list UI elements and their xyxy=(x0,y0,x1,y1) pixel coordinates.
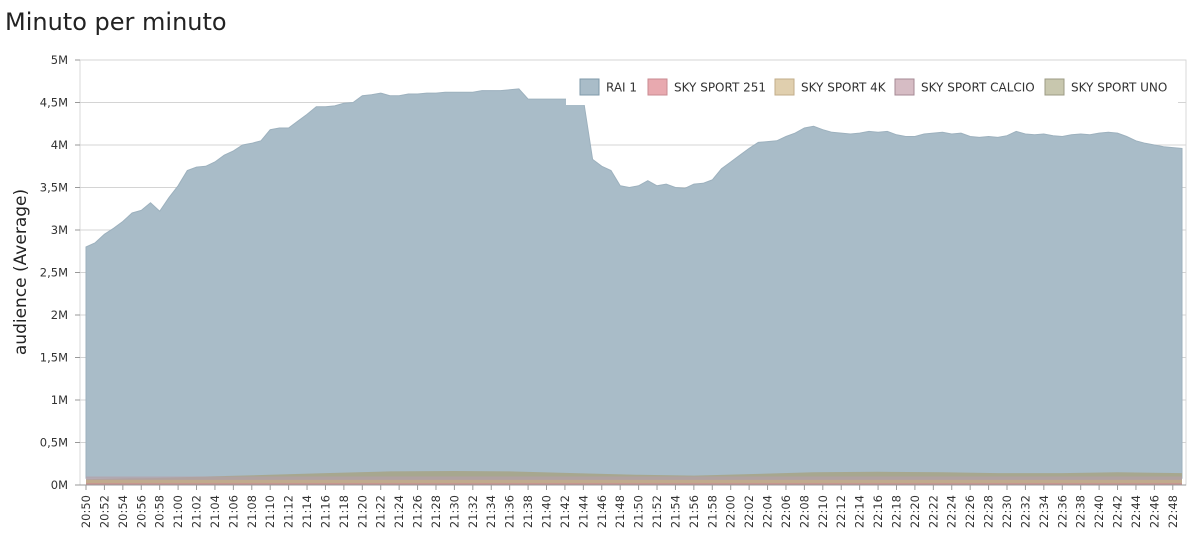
y-tick-label: 2,5M xyxy=(40,266,68,280)
x-tick-label: 22:04 xyxy=(761,495,775,528)
y-tick-label: 4M xyxy=(51,138,68,152)
x-tick-label: 22:44 xyxy=(1129,495,1143,528)
x-tick-label: 22:28 xyxy=(982,495,996,528)
x-tick-label: 22:20 xyxy=(908,495,922,528)
x-tick-label: 21:08 xyxy=(245,495,259,528)
x-tick-label: 20:52 xyxy=(97,495,111,528)
legend-swatch xyxy=(647,78,668,96)
y-tick-label: 1,5M xyxy=(40,351,68,365)
legend-label: SKY SPORT CALCIO xyxy=(921,81,1035,95)
x-tick-label: 21:44 xyxy=(576,495,590,528)
x-tick-label: 21:38 xyxy=(521,495,535,528)
y-tick-label: 4,5M xyxy=(40,96,68,110)
x-tick-label: 21:52 xyxy=(650,495,664,528)
y-tick-label: 0,5M xyxy=(40,436,68,450)
x-tick-label: 22:10 xyxy=(816,495,830,528)
x-tick-label: 21:18 xyxy=(337,495,351,528)
y-axis-title: audience (Average) xyxy=(11,189,31,355)
x-tick-label: 21:02 xyxy=(190,495,204,528)
legend-swatch xyxy=(774,78,795,96)
x-tick-label: 20:50 xyxy=(79,495,93,528)
legend-box xyxy=(566,70,1178,105)
x-tick-label: 21:48 xyxy=(613,495,627,528)
x-tick-label: 22:38 xyxy=(1074,495,1088,528)
series-area-sky-sport-251 xyxy=(86,483,1182,485)
x-tick-label: 22:36 xyxy=(1055,495,1069,528)
x-tick-label: 21:14 xyxy=(300,495,314,528)
x-tick-label: 21:12 xyxy=(282,495,296,528)
x-tick-label: 21:20 xyxy=(355,495,369,528)
x-tick-label: 21:54 xyxy=(668,495,682,528)
x-tick-label: 20:58 xyxy=(153,495,167,528)
y-tick-label: 2M xyxy=(51,308,68,322)
x-tick-label: 22:24 xyxy=(945,495,959,528)
y-tick-label: 1M xyxy=(51,393,68,407)
series-area-rai-1 xyxy=(85,88,1183,479)
x-tick-label: 22:46 xyxy=(1147,495,1161,528)
legend-label: SKY SPORT 251 xyxy=(674,81,766,95)
x-tick-label: 21:36 xyxy=(503,495,517,528)
legend-swatch xyxy=(579,78,600,96)
x-tick-label: 21:06 xyxy=(226,495,240,528)
x-tick-label: 22:12 xyxy=(834,495,848,528)
x-tick-label: 21:22 xyxy=(374,495,388,528)
x-tick-label: 21:28 xyxy=(429,495,443,528)
x-tick-label: 21:34 xyxy=(484,495,498,528)
x-tick-label: 22:40 xyxy=(1092,495,1106,528)
series-area-sky-sport-4k xyxy=(86,479,1182,485)
x-tick-label: 20:54 xyxy=(116,495,130,528)
x-tick-label: 21:16 xyxy=(318,495,332,528)
x-tick-label: 21:00 xyxy=(171,495,185,528)
x-tick-label: 22:26 xyxy=(963,495,977,528)
legend-label: SKY SPORT UNO xyxy=(1071,81,1167,95)
x-tick-label: 21:26 xyxy=(411,495,425,528)
chart-title: Minuto per minuto xyxy=(5,8,227,36)
x-tick-label: 21:30 xyxy=(447,495,461,528)
x-tick-label: 21:56 xyxy=(687,495,701,528)
x-tick-label: 22:18 xyxy=(889,495,903,528)
y-tick-label: 3,5M xyxy=(40,181,68,195)
x-tick-label: 21:46 xyxy=(595,495,609,528)
legend-label: RAI 1 xyxy=(606,81,637,95)
x-tick-label: 22:22 xyxy=(926,495,940,528)
x-tick-label: 20:56 xyxy=(134,495,148,528)
x-tick-label: 21:04 xyxy=(208,495,222,528)
x-tick-label: 21:50 xyxy=(632,495,646,528)
x-tick-label: 21:40 xyxy=(540,495,554,528)
x-tick-label: 22:30 xyxy=(1000,495,1014,528)
y-tick-label: 5M xyxy=(51,53,68,67)
x-tick-label: 22:08 xyxy=(797,495,811,528)
x-tick-label: 21:10 xyxy=(263,495,277,528)
x-tick-label: 22:06 xyxy=(779,495,793,528)
x-tick-label: 22:42 xyxy=(1111,495,1125,528)
x-tick-label: 21:58 xyxy=(705,495,719,528)
legend-label: SKY SPORT 4K xyxy=(801,81,887,95)
x-tick-label: 21:32 xyxy=(466,495,480,528)
x-tick-label: 22:14 xyxy=(853,495,867,528)
x-tick-label: 22:02 xyxy=(742,495,756,528)
legend-swatch xyxy=(1044,78,1065,96)
x-tick-label: 22:34 xyxy=(1037,495,1051,528)
x-tick-label: 22:00 xyxy=(724,495,738,528)
x-tick-label: 22:16 xyxy=(871,495,885,528)
x-tick-label: 22:48 xyxy=(1166,495,1180,528)
y-tick-label: 0M xyxy=(51,478,68,492)
y-tick-label: 3M xyxy=(51,223,68,237)
x-tick-label: 21:24 xyxy=(392,495,406,528)
x-tick-label: 21:42 xyxy=(558,495,572,528)
legend-swatch xyxy=(894,78,915,96)
x-tick-label: 22:32 xyxy=(1018,495,1032,528)
